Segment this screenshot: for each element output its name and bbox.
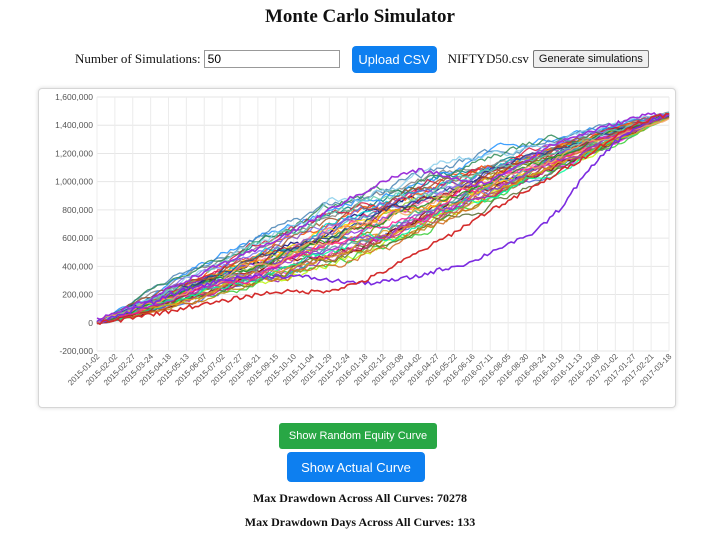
y-tick-label: -200,000 xyxy=(59,346,93,356)
y-tick-label: 1,200,000 xyxy=(55,148,93,158)
y-tick-label: 1,600,000 xyxy=(55,92,93,102)
highlight-simulation-line xyxy=(96,112,670,321)
generate-simulations-button[interactable]: Generate simulations xyxy=(532,50,649,68)
y-tick-label: 600,000 xyxy=(62,233,93,243)
highlight-simulation-line xyxy=(96,113,670,323)
num-simulations-label: Number of Simulations: xyxy=(75,51,201,66)
simulation-line xyxy=(96,112,670,323)
simulation-line xyxy=(96,114,670,325)
y-tick-label: 800,000 xyxy=(62,205,93,215)
page-title: Monte Carlo Simulator xyxy=(265,6,455,27)
simulation-line xyxy=(96,113,670,323)
controls-row: Number of Simulations: Upload CSV NIFTYD… xyxy=(75,45,649,73)
y-tick-label: 200,000 xyxy=(62,290,93,300)
equity-chart: -200,000 0 200,000 400,000 600,000 800,000 1,0… xyxy=(55,92,674,387)
max-drawdown-value: 70278 xyxy=(437,491,468,505)
show-actual-curve-button[interactable]: Show Actual Curve xyxy=(287,452,425,482)
simulation-line xyxy=(96,116,670,323)
max-drawdown-days-label: Max Drawdown Days Across All Curves: xyxy=(244,515,455,529)
y-tick-label: 1,400,000 xyxy=(55,120,93,130)
simulation-line xyxy=(96,116,670,325)
file-name-label: NIFTYD50.csv xyxy=(447,51,529,66)
max-drawdown-days-value: 133 xyxy=(457,515,476,529)
upload-csv-button[interactable]: Upload CSV xyxy=(351,45,437,73)
y-tick-label: 1,000,000 xyxy=(55,177,93,187)
simulation-line xyxy=(96,112,670,324)
simulation-line xyxy=(96,113,670,323)
y-tick-label: 400,000 xyxy=(62,261,93,271)
show-random-equity-curve-button[interactable]: Show Random Equity Curve xyxy=(279,423,437,449)
simulation-line xyxy=(96,112,670,324)
max-drawdown-label: Max Drawdown Across All Curves: xyxy=(252,491,435,505)
max-drawdown-stat: Max Drawdown Across All Curves: 70278 xyxy=(0,491,720,506)
y-tick-label: 0 xyxy=(88,318,93,328)
max-drawdown-days-stat: Max Drawdown Days Across All Curves: 133 xyxy=(0,515,720,530)
chart-container: -200,000 0 200,000 400,000 600,000 800,000 1,0… xyxy=(38,88,676,408)
highlight-simulation-line xyxy=(96,112,670,326)
num-simulations-input[interactable] xyxy=(203,50,340,68)
